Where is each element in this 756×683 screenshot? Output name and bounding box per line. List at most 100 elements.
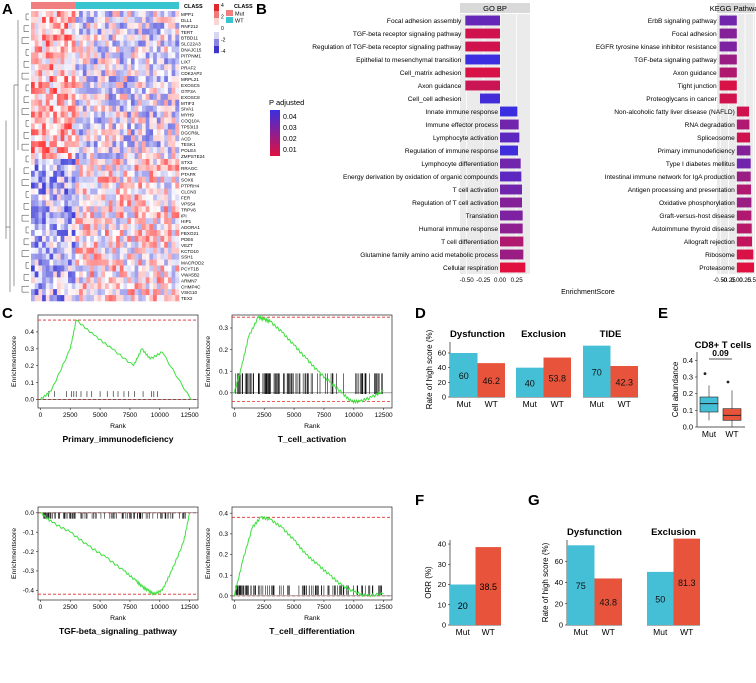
heatmap-cell [175,82,180,89]
heatmap-cell [68,135,72,142]
heatmap-cell [86,277,91,284]
heatmap-cell [160,82,165,89]
heatmap-cell [93,170,98,178]
heatmap-cell [53,129,58,136]
heatmap-cell [171,135,176,142]
group-title: Dysfunction [450,329,505,340]
heatmap-cell [90,135,95,142]
heatmap-cell [130,188,135,195]
heatmap-cell [145,247,150,254]
heatmap-cell [42,76,47,83]
heatmap-cell [156,87,161,95]
gene-label: COQ10A [181,119,201,124]
heatmap-cell [93,182,98,189]
heatmap-cell [171,11,176,18]
term-label: Graft-versus-host disease [659,213,735,220]
heatmap-cell [175,253,180,260]
heatmap-cell [149,271,154,278]
heatmap-cell [123,46,128,53]
heatmap-cell [97,46,102,53]
heatmap-cell [175,224,180,231]
heatmap-cell [79,259,84,266]
heatmap-cell [153,295,158,302]
heatmap-cell [79,129,84,136]
heatmap-cell [167,64,172,71]
heatmap-cell [86,218,91,225]
heatmap-cell [142,194,146,201]
heatmap-cell [101,229,106,237]
heatmap-cell [56,253,61,260]
heatmap-cell [145,87,150,95]
x-tick-label: 0.00 [494,277,507,284]
heatmap-cell [160,212,165,219]
heatmap-cell [167,253,172,260]
heatmap-cell [127,93,132,101]
heatmap-cell [31,28,35,35]
heatmap-cell [49,28,54,35]
heatmap-cell [175,289,180,296]
heatmap-cell [175,93,180,101]
heatmap-cell [45,206,50,213]
heatmap-cell [75,188,80,195]
heatmap-cell [127,123,132,130]
heatmap-cell [101,58,106,65]
heatmap-cell [71,70,76,77]
heatmap-cell [108,52,113,59]
heatmap-cell [101,99,106,106]
heatmap-cell [64,58,69,65]
heatmap-cell [56,229,61,237]
heatmap-cell [112,176,117,183]
heatmap-cell [171,224,176,231]
heatmap-cell [53,295,58,302]
heatmap-cell [116,22,121,30]
heatmap-cell [79,99,84,106]
heatmap-cell [145,22,150,30]
heatmap-cell [75,58,80,65]
heatmap-cell [97,129,102,136]
heatmap-cell [105,229,109,237]
heatmap-cell [105,164,109,172]
heatmap-cell [119,93,124,101]
heatmap-cell [38,218,43,225]
heatmap-cell [42,188,47,195]
heatmap-cell [130,52,135,59]
heatmap-cell [34,200,39,207]
heatmap-cell [97,176,102,183]
heatmap-cell [149,99,154,106]
heatmap-cell [101,289,106,296]
enrichment-bar [736,210,752,221]
heatmap-cell [38,105,43,112]
bar [673,538,700,625]
heatmap-cell [82,52,87,59]
heatmap-cell [105,70,109,77]
heatmap-cell [160,87,165,95]
heatmap-cell [156,283,161,290]
heatmap-cell [53,16,58,24]
heatmap-cell [138,147,143,154]
heatmap-cell [75,289,80,296]
heatmap-cell [171,111,176,118]
x-tick-label: 10000 [151,604,169,611]
heatmap-cell [175,40,180,47]
heatmap-cell [105,265,109,272]
heatmap-cell [160,111,165,118]
heatmap-cell [82,235,87,243]
heatmap-cell [123,141,128,148]
heatmap-cell [149,87,154,95]
heatmap-cell [101,212,106,219]
heatmap-cell [75,22,80,30]
p-adjusted-legend: P adjusted 0.04 0.03 0.02 0.01 [269,98,304,156]
heatmap-cell [45,28,50,35]
heatmap-class-bar [31,2,179,9]
heatmap-cell [93,224,98,231]
heatmap-cell [119,123,124,130]
heatmap-cell [42,64,47,71]
enrichment-curve [39,319,192,400]
heatmap-legend-title: CLASS [234,4,253,10]
heatmap-cell [153,259,158,266]
heatmap-cell [138,218,143,225]
heatmap-cell [49,224,54,231]
p-adjusted-tick: 0.01 [283,147,297,154]
heatmap-cell [153,188,158,195]
heatmap-cell [38,206,43,213]
